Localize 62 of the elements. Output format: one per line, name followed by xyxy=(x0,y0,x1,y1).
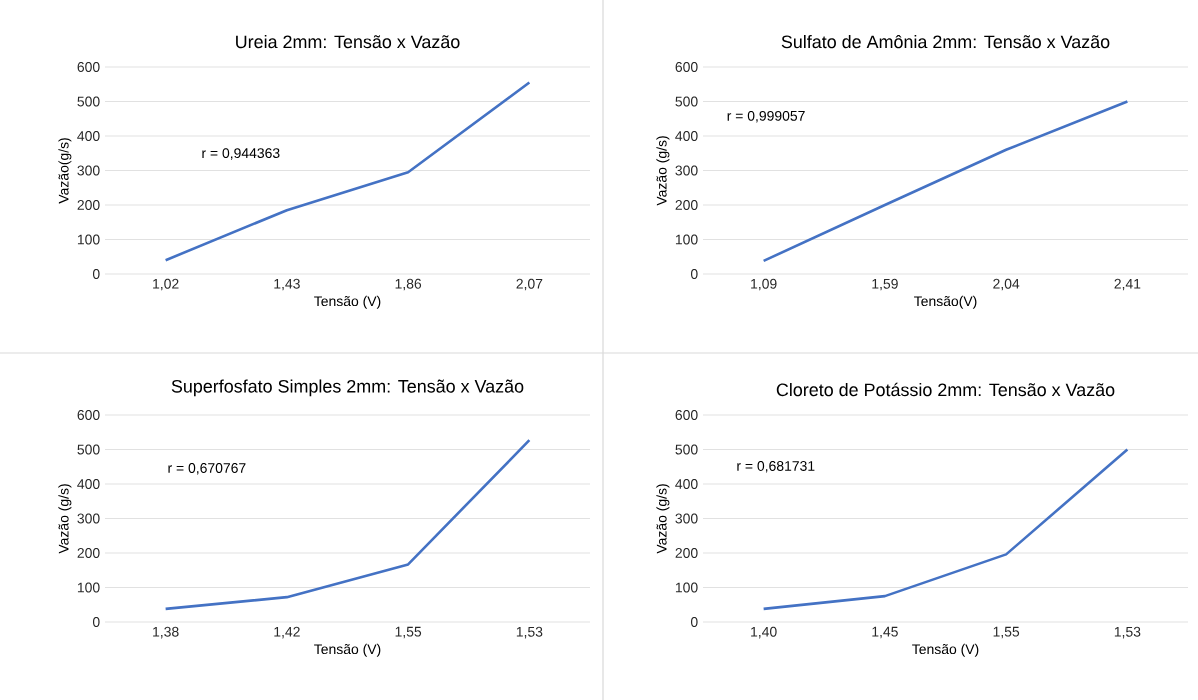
y-tick-label: 600 xyxy=(675,410,698,420)
x-axis-title: Tensão (V) xyxy=(912,643,979,657)
y-tick-label: 200 xyxy=(675,200,698,210)
y-tick-label: 500 xyxy=(77,444,100,455)
y-axis-title: Vazão (g/s) xyxy=(656,136,670,206)
y-tick-label: 100 xyxy=(77,234,100,245)
x-tick-label: 1,53 xyxy=(1114,626,1141,639)
y-tick-label: 100 xyxy=(675,234,698,245)
x-tick-label: 1,55 xyxy=(993,626,1020,639)
x-tick-label: 1,40 xyxy=(751,626,777,639)
x-tick-label: 1,53 xyxy=(516,626,543,639)
x-tick-label: 1,38 xyxy=(153,626,179,639)
x-axis-title: Tensão (V) xyxy=(314,643,381,657)
y-tick-label: 300 xyxy=(675,513,698,524)
line-series xyxy=(164,81,531,262)
y-axis-title: Vazão (g/s) xyxy=(656,484,670,554)
y-tick-label: 0 xyxy=(92,269,100,279)
x-axis-title: Tensão(V) xyxy=(914,295,977,309)
y-tick-label: 0 xyxy=(92,617,100,627)
x-tick-label: 1,45 xyxy=(872,626,898,639)
x-tick-label: 1,86 xyxy=(395,278,422,291)
y-tick-label: 200 xyxy=(77,200,100,210)
y-tick-label: 300 xyxy=(675,165,698,176)
x-axis-title: Tensão (V) xyxy=(314,295,381,309)
y-tick-label: 400 xyxy=(675,131,698,141)
y-tick-label: 300 xyxy=(77,513,100,524)
x-tick-label: 1,02 xyxy=(153,278,179,291)
y-tick-label: 500 xyxy=(675,96,698,107)
x-tick-label: 1,42 xyxy=(274,626,300,639)
y-tick-label: 600 xyxy=(675,62,698,72)
y-tick-label: 100 xyxy=(675,582,698,593)
x-tick-label: 2,04 xyxy=(993,278,1020,291)
annotation: r = 0,670767 xyxy=(168,463,246,475)
annotation: r = 0,681731 xyxy=(737,460,815,473)
annotation: r = 0,999057 xyxy=(727,110,805,123)
y-tick-label: 0 xyxy=(690,617,698,627)
y-tick-label: 500 xyxy=(675,444,698,455)
x-tick-label: 1,43 xyxy=(274,278,300,291)
y-tick-label: 300 xyxy=(77,165,100,176)
y-tick-label: 200 xyxy=(77,548,100,558)
x-tick-label: 1,55 xyxy=(395,626,422,639)
annotation: r = 0,944363 xyxy=(202,148,280,160)
y-axis-title: Vazão(g/s) xyxy=(58,138,72,204)
x-tick-label: 1,09 xyxy=(751,278,777,291)
y-tick-label: 500 xyxy=(77,96,100,107)
y-tick-label: 400 xyxy=(77,131,100,141)
y-tick-label: 600 xyxy=(77,410,100,420)
y-tick-label: 0 xyxy=(690,269,698,279)
y-tick-label: 400 xyxy=(675,479,698,489)
chart-title: Cloreto de Potássio 2mm: Tensão x Vazão xyxy=(776,382,1115,397)
x-tick-label: 2,07 xyxy=(516,278,543,291)
y-tick-label: 200 xyxy=(675,548,698,558)
line-series xyxy=(164,438,531,611)
y-tick-label: 600 xyxy=(77,62,100,72)
y-axis-title: Vazão (g/s) xyxy=(58,484,72,554)
y-tick-label: 400 xyxy=(77,479,100,489)
x-tick-label: 1,59 xyxy=(872,278,898,291)
y-tick-label: 100 xyxy=(77,582,100,593)
x-tick-label: 2,41 xyxy=(1114,278,1141,291)
chart-title: Sulfato de Amônia 2mm: Tensão x Vazão xyxy=(781,34,1110,49)
chart-title: Ureia 2mm: Tensão x Vazão xyxy=(236,35,460,49)
chart-title: Superfosfato Simples 2mm: Tensão x Vazão xyxy=(171,379,524,397)
